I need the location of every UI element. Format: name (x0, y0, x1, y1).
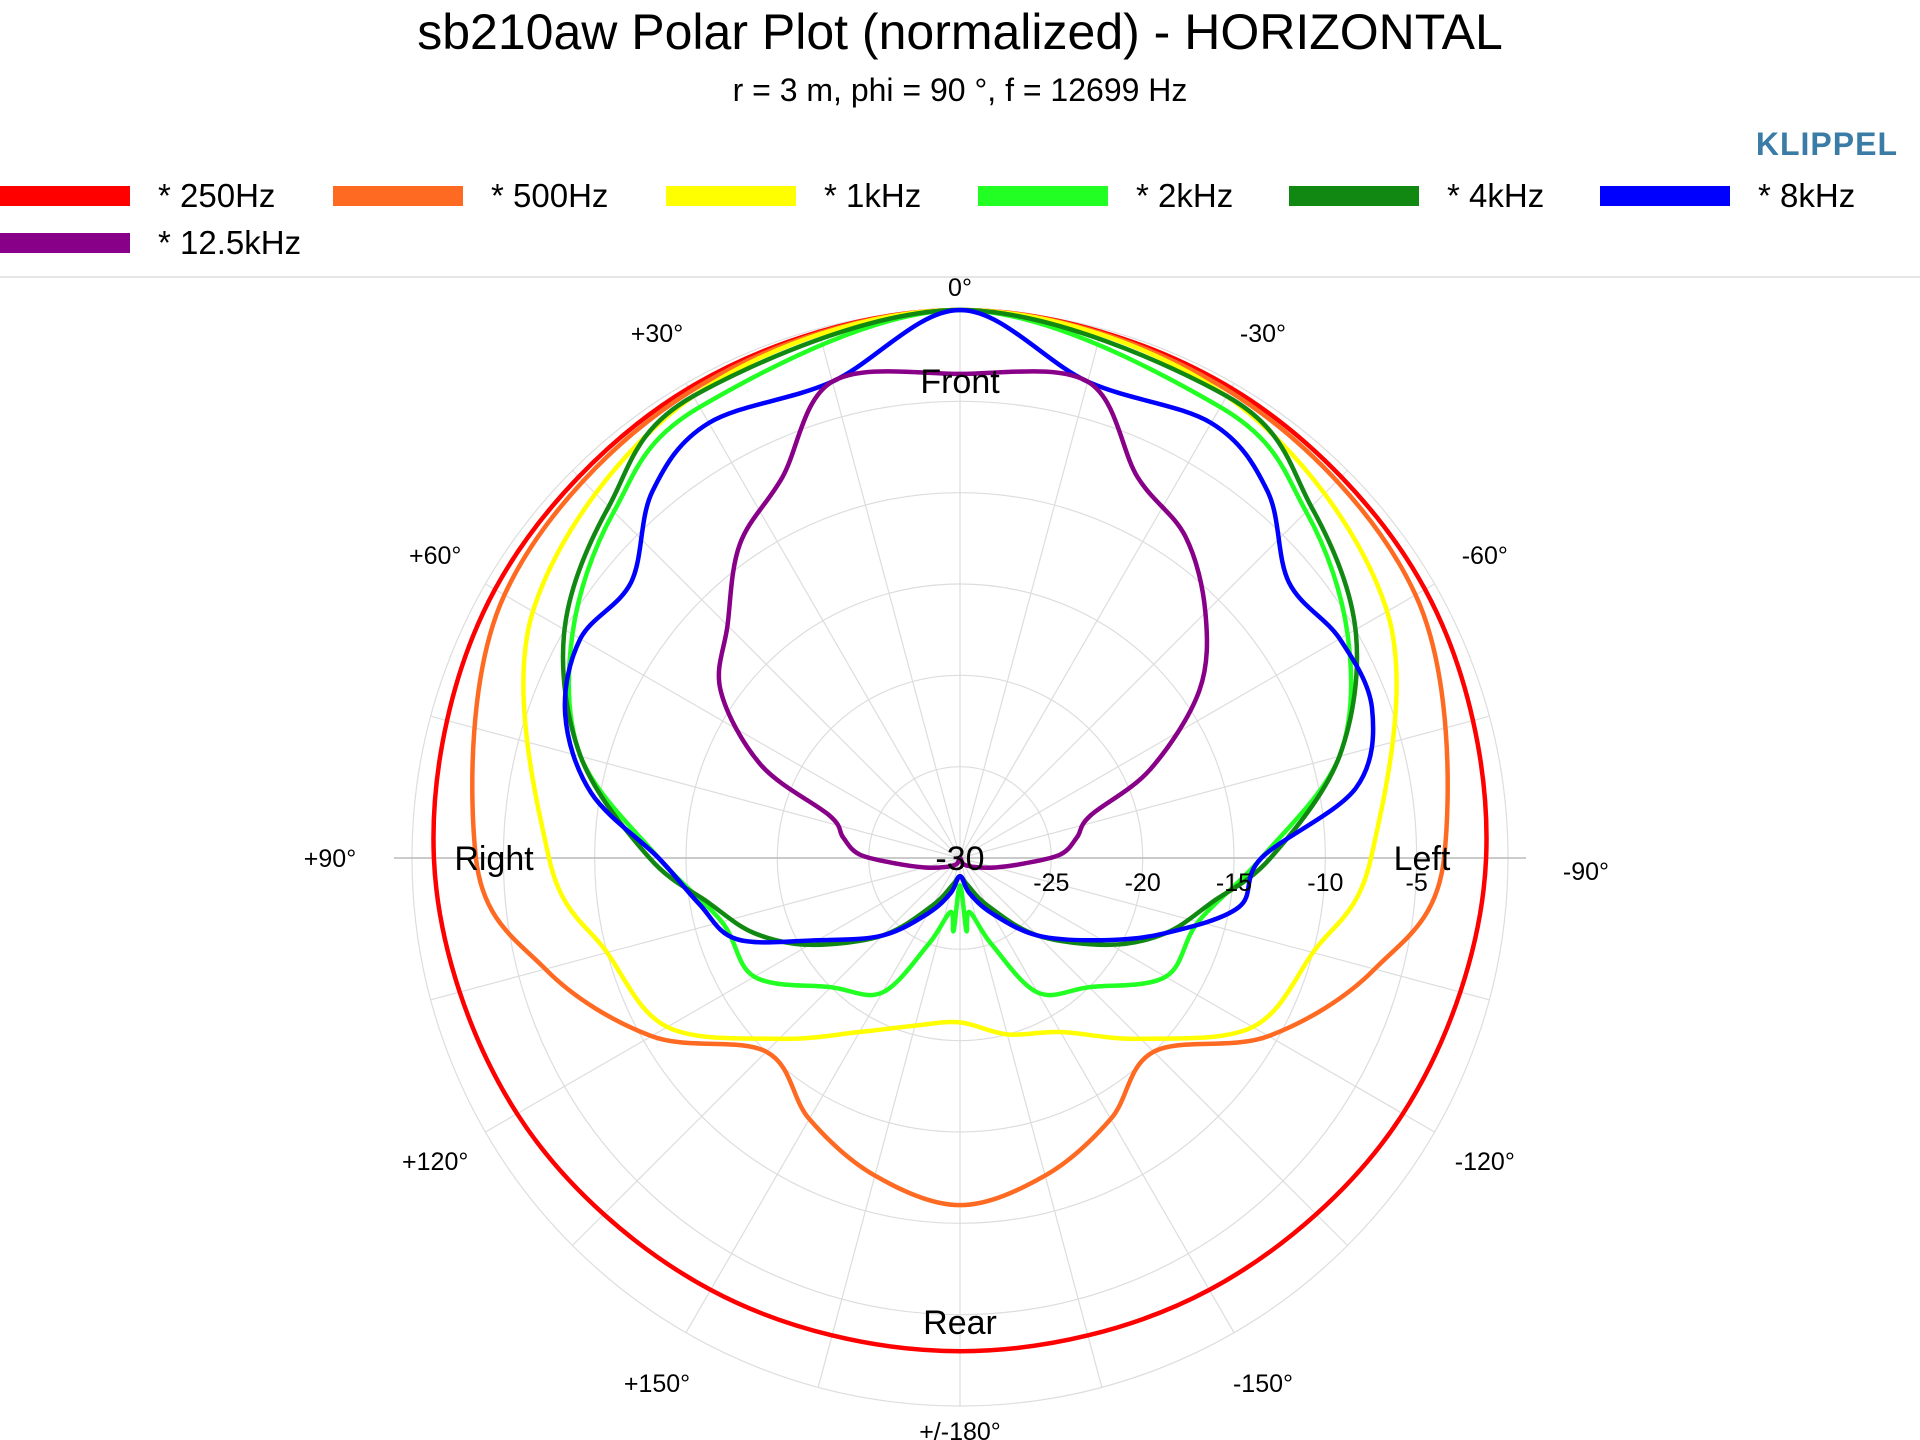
angle-label: +90° (304, 845, 356, 873)
grid-spoke (959, 583, 1435, 859)
angle-label: -150° (1233, 1370, 1293, 1398)
angle-label: -60° (1462, 542, 1508, 570)
legend-item-250hz[interactable]: * 250Hz (0, 176, 275, 216)
legend-item-8khz[interactable]: * 8kHz (1600, 176, 1855, 216)
angle-label: 0° (948, 274, 972, 302)
grid-spoke (959, 857, 1490, 1001)
legend-label: * 1kHz (824, 177, 922, 214)
center-label: -30 (935, 840, 984, 878)
polar-curves (431, 307, 1489, 1354)
legend-label: * 4kHz (1447, 177, 1545, 214)
chart-title: sb210aw Polar Plot (normalized) - HORIZO… (417, 4, 1503, 60)
grid-spoke (817, 857, 961, 1388)
angle-label: -90° (1563, 858, 1609, 886)
series-line-6 (716, 369, 1210, 871)
legend-item-500hz[interactable]: * 500Hz (333, 176, 608, 216)
polar-labels: 0° -30° -60° -90° -120° -150° +/-180° +150° +120… (304, 274, 1609, 1440)
legend-divider (0, 276, 1920, 278)
legend-label: * 12.5kHz (158, 224, 302, 261)
legend-swatch (0, 186, 130, 206)
radial-tick-label: -25 (1033, 869, 1069, 897)
grid-spoke (959, 328, 1103, 859)
legend-swatch (1289, 186, 1419, 206)
brand-logo: KLIPPEL (1755, 126, 1898, 162)
grid-spoke (959, 857, 1103, 1388)
angle-label: -30° (1240, 320, 1286, 348)
grid-spoke (959, 857, 1235, 1333)
series-line-5 (562, 307, 1376, 945)
angle-label: +120° (402, 1148, 468, 1176)
legend-swatch (333, 186, 463, 206)
grid-spoke (959, 383, 1235, 859)
grid-spoke (959, 470, 1348, 859)
grid-spoke (430, 857, 961, 1001)
legend-swatch (978, 186, 1108, 206)
angle-label: +/-180° (919, 1418, 1001, 1440)
grid-spoke (430, 715, 961, 859)
grid-spoke (959, 715, 1490, 859)
legend-swatch (0, 233, 130, 253)
grid-spoke (572, 470, 961, 859)
legend-swatch (1600, 186, 1730, 206)
grid-spoke (485, 583, 961, 859)
chart-subtitle: r = 3 m, phi = 90 °, f = 12699 Hz (732, 72, 1188, 108)
legend-swatch (666, 186, 796, 206)
legend-item-4khz[interactable]: * 4kHz (1289, 176, 1544, 216)
series-line-0 (431, 307, 1489, 1354)
right-label: Right (454, 840, 534, 878)
grid-spoke (959, 857, 1435, 1133)
series-line-1 (470, 307, 1450, 1208)
front-label: Front (920, 363, 1000, 401)
angle-label: +30° (631, 320, 683, 348)
grid-spoke (685, 857, 961, 1333)
angle-label: +60° (409, 542, 461, 570)
grid-spoke (485, 857, 961, 1133)
series-line-2 (521, 307, 1399, 1042)
legend-item-1khz[interactable]: * 1kHz (666, 176, 921, 216)
legend-label: * 250Hz (158, 177, 276, 214)
legend-item-12-5khz[interactable]: * 12.5kHz (0, 223, 301, 263)
rear-label: Rear (923, 1304, 997, 1342)
angle-label: -120° (1455, 1148, 1515, 1176)
radial-tick-label: -20 (1125, 869, 1161, 897)
legend-label: * 500Hz (491, 177, 609, 214)
legend-label: * 8kHz (1758, 177, 1856, 214)
grid-spoke (817, 328, 961, 859)
radial-tick-label: -5 (1406, 869, 1428, 897)
legend-item-2khz[interactable]: * 2kHz (978, 176, 1233, 216)
legend-label: * 2kHz (1136, 177, 1234, 214)
radial-tick-label: -10 (1307, 869, 1343, 897)
angle-label: +150° (624, 1370, 690, 1398)
left-label: Left (1394, 840, 1451, 878)
grid-spoke (685, 383, 961, 859)
radial-tick-label: -15 (1216, 869, 1252, 897)
